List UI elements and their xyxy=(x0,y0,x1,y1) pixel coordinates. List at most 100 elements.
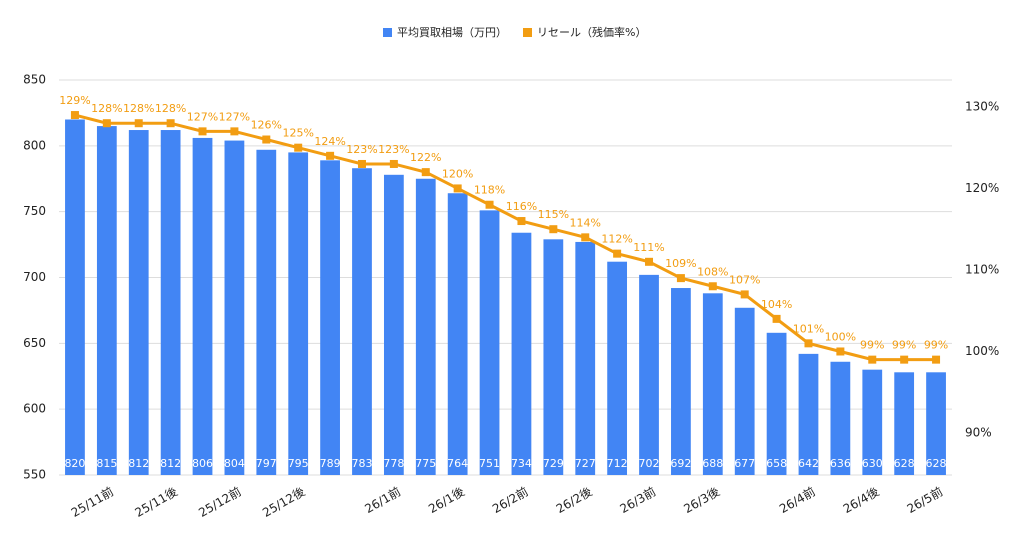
line-marker xyxy=(804,339,813,348)
y-tick-label: 800 xyxy=(23,138,46,152)
line-marker xyxy=(230,127,239,136)
bar-value-label: 677 xyxy=(734,457,755,470)
line-marker xyxy=(645,257,654,266)
x-tick-label: 26/1前 xyxy=(362,484,403,516)
line-value-label: 120% xyxy=(442,167,473,180)
y2-tick-label: 120% xyxy=(965,181,999,195)
line-value-label: 123% xyxy=(346,143,377,156)
bar xyxy=(671,288,691,475)
line-marker xyxy=(294,143,303,152)
y-tick-label: 700 xyxy=(23,270,46,284)
x-tick-label: 25/11後 xyxy=(133,485,180,520)
bar-value-label: 804 xyxy=(224,457,245,470)
bar xyxy=(128,130,149,476)
bar xyxy=(926,372,946,475)
line-value-label: 122% xyxy=(410,151,441,164)
bar-value-label: 789 xyxy=(320,457,341,470)
line-marker xyxy=(581,233,590,242)
line-marker xyxy=(676,274,685,283)
line-marker xyxy=(868,355,877,364)
bar-value-label: 636 xyxy=(830,457,851,470)
bar-value-label: 734 xyxy=(511,457,532,470)
line-value-label: 114% xyxy=(570,216,601,229)
bar xyxy=(575,241,596,475)
y-tick-label: 650 xyxy=(23,336,46,350)
line-value-label: 108% xyxy=(697,265,728,278)
y2-tick-label: 90% xyxy=(965,426,992,440)
bar-value-label: 812 xyxy=(128,457,149,470)
line-marker xyxy=(932,355,941,364)
line-value-label: 115% xyxy=(538,208,569,221)
legend-label: リセール（残価率%） xyxy=(537,25,646,39)
line-value-label: 123% xyxy=(378,143,409,156)
bar xyxy=(894,372,915,475)
bar xyxy=(352,168,372,475)
bar xyxy=(607,261,628,475)
bar-value-label: 797 xyxy=(256,457,277,470)
line-marker xyxy=(453,184,462,193)
bar-value-label: 628 xyxy=(894,457,915,470)
x-tick-label: 26/4前 xyxy=(776,484,817,516)
line-value-label: 128% xyxy=(91,102,122,115)
bar xyxy=(543,239,564,475)
line-value-label: 118% xyxy=(474,184,505,197)
line-marker xyxy=(900,355,909,364)
line-marker xyxy=(166,119,175,128)
line-marker xyxy=(517,217,526,226)
bar-value-label: 775 xyxy=(415,457,436,470)
x-tick-label: 26/3前 xyxy=(617,484,658,516)
bar-value-label: 778 xyxy=(383,457,404,470)
y-tick-label: 550 xyxy=(23,468,46,482)
line-value-label: 128% xyxy=(123,102,154,115)
legend-label: 平均買取相場（万円） xyxy=(397,26,507,39)
x-tick-label: 26/5前 xyxy=(904,484,945,516)
bar-value-label: 751 xyxy=(479,457,500,470)
x-tick-label: 25/11前 xyxy=(68,484,116,520)
bar xyxy=(511,232,532,475)
bar-value-label: 727 xyxy=(575,457,596,470)
line-value-label: 100% xyxy=(825,330,856,343)
line-value-label: 104% xyxy=(761,298,792,311)
x-tick-label: 26/4後 xyxy=(841,485,882,517)
y2-tick-label: 130% xyxy=(965,99,999,113)
line-value-label: 127% xyxy=(187,110,218,123)
bar xyxy=(766,332,787,475)
bar xyxy=(702,293,723,475)
line-marker xyxy=(485,200,494,209)
legend-swatch xyxy=(383,28,392,37)
bar-value-label: 702 xyxy=(639,457,660,470)
x-tick-label: 26/2後 xyxy=(554,485,595,517)
bar xyxy=(447,193,468,475)
line-value-label: 125% xyxy=(282,127,313,140)
y2-tick-label: 110% xyxy=(965,262,999,276)
y-tick-label: 850 xyxy=(23,73,46,87)
bar xyxy=(639,274,659,475)
bar xyxy=(383,174,404,476)
bar-value-label: 783 xyxy=(351,457,372,470)
bar-value-label: 712 xyxy=(607,457,628,470)
bar xyxy=(415,178,436,475)
bar-value-label: 692 xyxy=(670,457,691,470)
bar-value-label: 812 xyxy=(160,457,181,470)
bar xyxy=(160,130,181,476)
x-tick-label: 26/2前 xyxy=(489,484,530,516)
line-marker xyxy=(326,151,335,160)
line-marker xyxy=(262,135,271,144)
bar xyxy=(830,361,851,475)
y-tick-label: 750 xyxy=(23,204,46,218)
line-marker xyxy=(134,119,143,128)
line-value-label: 126% xyxy=(251,119,282,132)
line-marker xyxy=(357,159,366,168)
bar-value-label: 806 xyxy=(192,457,213,470)
line-marker xyxy=(198,127,207,136)
y-tick-label: 600 xyxy=(23,402,46,416)
line-marker xyxy=(613,249,622,258)
bar-value-label: 795 xyxy=(288,457,309,470)
line-value-label: 128% xyxy=(155,102,186,115)
bar-value-label: 820 xyxy=(64,457,85,470)
line-value-label: 109% xyxy=(665,257,696,270)
line-marker xyxy=(772,314,781,323)
bar xyxy=(288,152,309,475)
bar xyxy=(734,307,755,475)
